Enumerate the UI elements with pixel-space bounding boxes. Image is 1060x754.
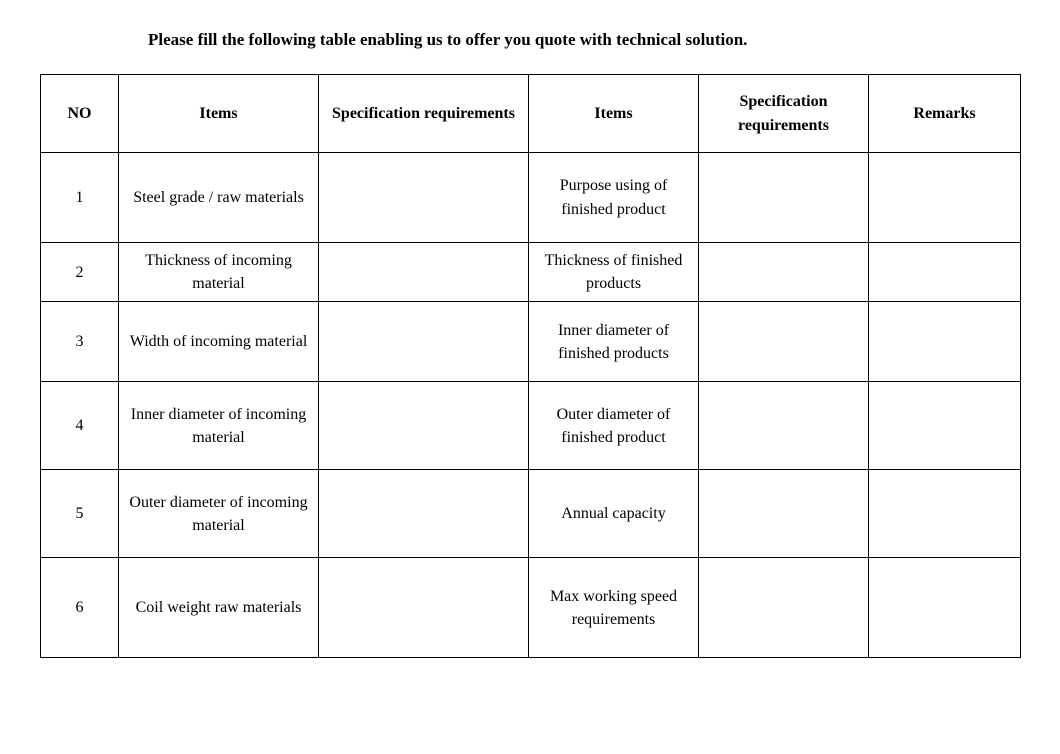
cell-remarks[interactable] — [869, 382, 1021, 470]
cell-spec-2[interactable] — [699, 470, 869, 558]
cell-spec-1[interactable] — [319, 302, 529, 382]
table-row: 6 Coil weight raw materials Max working … — [41, 558, 1021, 658]
cell-no: 6 — [41, 558, 119, 658]
table-header: NO Items Specification requirements Item… — [41, 75, 1021, 153]
cell-spec-1[interactable] — [319, 382, 529, 470]
cell-remarks[interactable] — [869, 558, 1021, 658]
header-items-1: Items — [119, 75, 319, 153]
table-row: 3 Width of incoming material Inner diame… — [41, 302, 1021, 382]
cell-spec-2[interactable] — [699, 302, 869, 382]
cell-spec-1[interactable] — [319, 470, 529, 558]
table-row: 5 Outer diameter of incoming material An… — [41, 470, 1021, 558]
header-no: NO — [41, 75, 119, 153]
cell-items-1: Inner diameter of incoming material — [119, 382, 319, 470]
spec-table: NO Items Specification requirements Item… — [40, 74, 1021, 658]
cell-items-2: Outer diameter of finished product — [529, 382, 699, 470]
cell-spec-2[interactable] — [699, 243, 869, 302]
page-container: Please fill the following table enabling… — [0, 0, 1060, 698]
cell-no: 5 — [41, 470, 119, 558]
cell-items-2: Purpose using of finished product — [529, 153, 699, 243]
cell-remarks[interactable] — [869, 153, 1021, 243]
header-spec-2: Specification requirements — [699, 75, 869, 153]
cell-remarks[interactable] — [869, 470, 1021, 558]
cell-spec-2[interactable] — [699, 558, 869, 658]
table-row: 2 Thickness of incoming material Thickne… — [41, 243, 1021, 302]
table-row: 4 Inner diameter of incoming material Ou… — [41, 382, 1021, 470]
cell-items-1: Outer diameter of incoming material — [119, 470, 319, 558]
cell-no: 4 — [41, 382, 119, 470]
cell-items-2: Annual capacity — [529, 470, 699, 558]
cell-spec-1[interactable] — [319, 243, 529, 302]
cell-items-2: Inner diameter of finished products — [529, 302, 699, 382]
table-row: 1 Steel grade / raw materials Purpose us… — [41, 153, 1021, 243]
header-remarks: Remarks — [869, 75, 1021, 153]
header-items-2: Items — [529, 75, 699, 153]
cell-items-2: Thickness of finished products — [529, 243, 699, 302]
cell-spec-1[interactable] — [319, 153, 529, 243]
cell-spec-1[interactable] — [319, 558, 529, 658]
cell-spec-2[interactable] — [699, 382, 869, 470]
cell-items-1: Width of incoming material — [119, 302, 319, 382]
cell-items-1: Thickness of incoming material — [119, 243, 319, 302]
cell-no: 3 — [41, 302, 119, 382]
cell-spec-2[interactable] — [699, 153, 869, 243]
table-body: 1 Steel grade / raw materials Purpose us… — [41, 153, 1021, 658]
header-spec-1: Specification requirements — [319, 75, 529, 153]
cell-no: 1 — [41, 153, 119, 243]
cell-remarks[interactable] — [869, 243, 1021, 302]
cell-no: 2 — [41, 243, 119, 302]
cell-items-1: Steel grade / raw materials — [119, 153, 319, 243]
cell-items-2: Max working speed requirements — [529, 558, 699, 658]
header-row: NO Items Specification requirements Item… — [41, 75, 1021, 153]
page-title: Please fill the following table enabling… — [148, 30, 1020, 50]
cell-items-1: Coil weight raw materials — [119, 558, 319, 658]
cell-remarks[interactable] — [869, 302, 1021, 382]
